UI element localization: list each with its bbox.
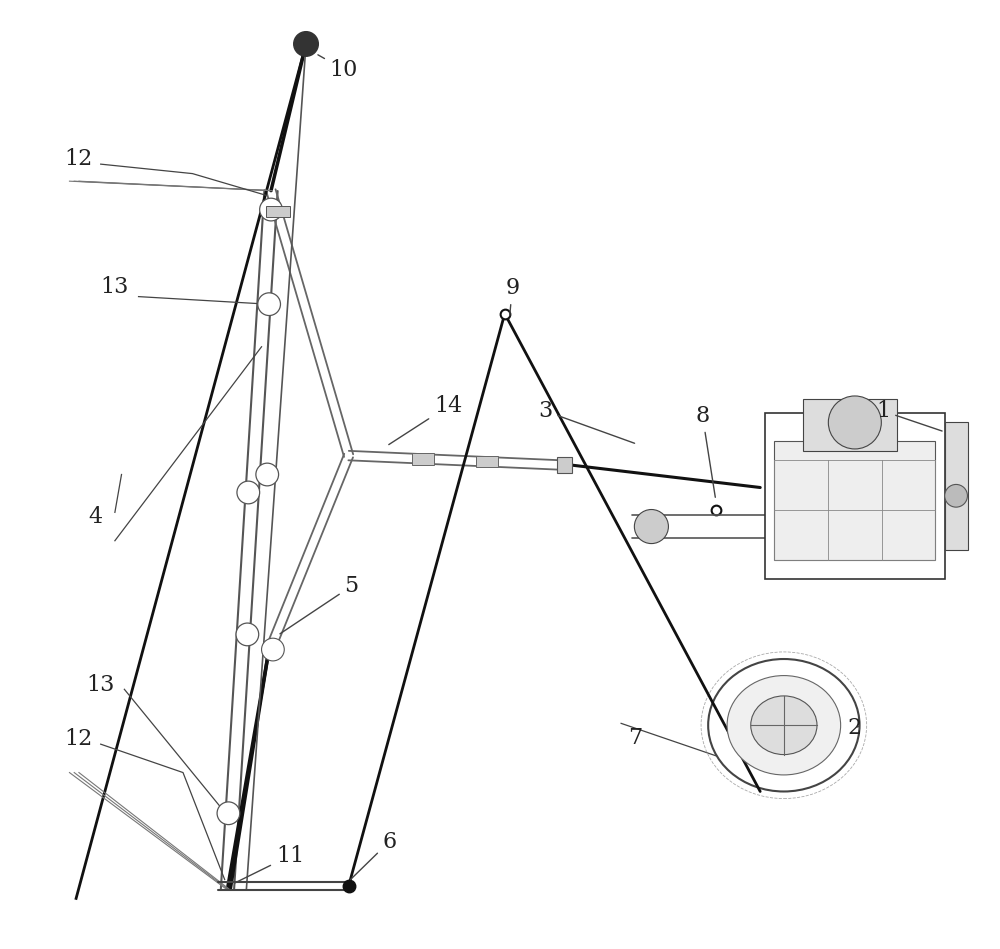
Circle shape (236, 623, 259, 645)
Text: 6: 6 (351, 830, 396, 880)
Circle shape (258, 293, 280, 315)
Text: 8: 8 (695, 405, 715, 497)
Bar (774, 441, 935, 560)
Circle shape (256, 463, 279, 486)
Text: 3: 3 (538, 400, 635, 443)
Bar (557, 457, 572, 473)
Bar (803, 399, 897, 451)
Bar (412, 454, 434, 465)
Text: 5: 5 (280, 575, 359, 634)
Circle shape (237, 481, 260, 504)
Text: 12: 12 (65, 729, 93, 751)
Text: 2: 2 (848, 717, 862, 739)
Ellipse shape (727, 676, 841, 775)
Text: 14: 14 (389, 396, 462, 444)
Text: 13: 13 (101, 276, 129, 298)
Circle shape (634, 510, 668, 544)
Circle shape (262, 638, 284, 661)
Text: 7: 7 (628, 727, 642, 749)
Circle shape (217, 802, 240, 825)
Circle shape (260, 198, 282, 221)
Text: 4: 4 (88, 506, 102, 528)
Text: 12: 12 (65, 148, 93, 171)
Text: 11: 11 (235, 845, 304, 883)
Bar (266, 206, 290, 217)
Bar (945, 422, 968, 550)
Text: 9: 9 (505, 277, 519, 316)
Text: 13: 13 (87, 674, 115, 696)
Bar (765, 413, 945, 579)
Text: 10: 10 (318, 55, 358, 81)
Circle shape (294, 31, 318, 56)
Circle shape (828, 396, 881, 449)
Text: 1: 1 (876, 400, 942, 431)
Circle shape (945, 484, 967, 507)
Ellipse shape (708, 659, 860, 791)
Bar (476, 456, 498, 468)
Ellipse shape (751, 696, 817, 754)
